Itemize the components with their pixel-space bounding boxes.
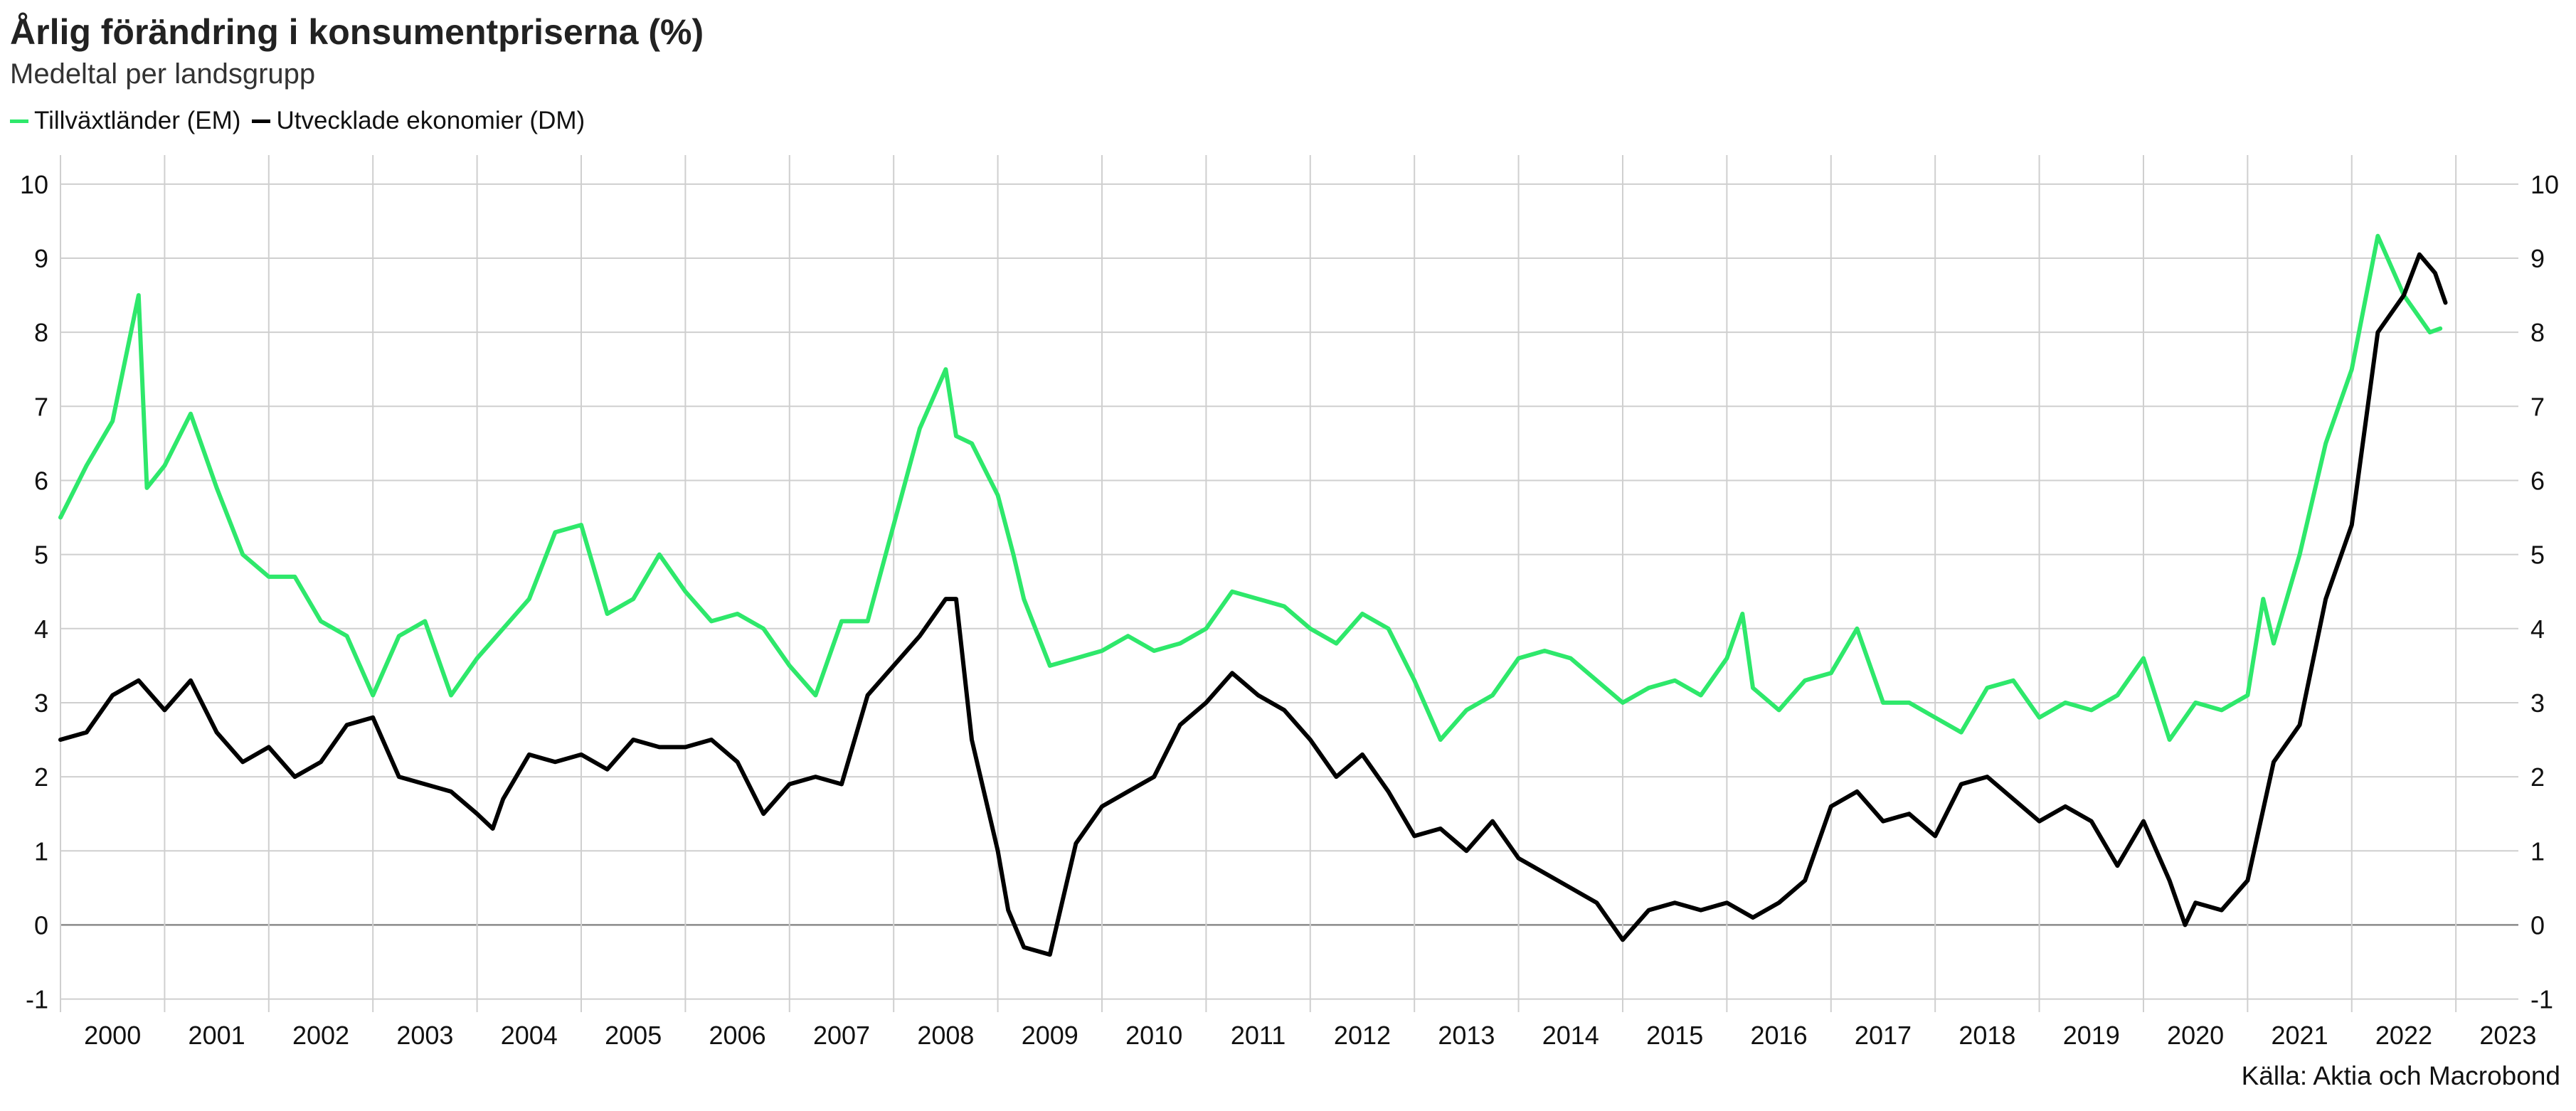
y-tick-label-right: 1	[2530, 836, 2545, 866]
series-line-em	[58, 233, 2443, 742]
y-tick-label-right: 0	[2530, 910, 2545, 940]
y-tick-label-left: 0	[34, 910, 48, 940]
y-tick-label-left: 7	[34, 392, 48, 421]
legend-item-dm: Utvecklade ekonomier (DM)	[252, 107, 585, 135]
y-tick-label-left: 4	[34, 615, 48, 644]
y-tick-label-left: -1	[26, 985, 48, 1014]
y-tick-label-left: 2	[34, 762, 48, 792]
y-tick-label-right: 2	[2530, 762, 2545, 792]
x-tick-label: 2018	[1958, 1021, 2015, 1050]
y-tick-label-right: -1	[2530, 985, 2553, 1014]
y-tick-label-right: 5	[2530, 541, 2545, 570]
y-tick-label-right: 10	[2530, 170, 2559, 199]
x-tick-label: 2017	[1855, 1021, 1912, 1050]
x-tick-label: 2006	[709, 1021, 766, 1050]
x-tick-label: 2020	[2167, 1021, 2224, 1050]
y-tick-label-left: 9	[34, 244, 48, 273]
x-tick-label: 2010	[1125, 1021, 1182, 1050]
x-tick-label: 2008	[917, 1021, 974, 1050]
legend-swatch-dm	[252, 119, 271, 123]
x-tick-label: 2011	[1231, 1021, 1286, 1050]
x-tick-label: 2009	[1022, 1021, 1078, 1050]
chart-title: Årlig förändring i konsumentpriserna (%)	[10, 12, 704, 52]
y-tick-label-right: 3	[2530, 689, 2545, 718]
x-tick-label: 2001	[189, 1021, 245, 1050]
x-tick-label: 2012	[1334, 1021, 1391, 1050]
y-tick-label-right: 6	[2530, 466, 2545, 495]
y-tick-label-right: 7	[2530, 392, 2545, 421]
chart-grid	[60, 155, 2518, 1012]
y-tick-label-left: 8	[34, 318, 48, 347]
x-tick-label: 2005	[605, 1021, 662, 1050]
y-tick-label-left: 5	[34, 541, 48, 570]
x-tick-label: 2015	[1646, 1021, 1703, 1050]
x-tick-label: 2000	[84, 1021, 141, 1050]
y-tick-label-left: 3	[34, 689, 48, 718]
x-tick-label: 2007	[813, 1021, 870, 1050]
x-tick-label: 2004	[501, 1021, 558, 1050]
y-tick-label-right: 8	[2530, 318, 2545, 347]
y-tick-label-left: 10	[20, 170, 48, 199]
x-tick-label: 2022	[2375, 1021, 2432, 1050]
source-note: Källa: Aktia och Macrobond	[2241, 1061, 2560, 1090]
legend-label-em: Tillväxtländer (EM)	[34, 107, 241, 134]
legend: Tillväxtländer (EM) Utvecklade ekonomier…	[10, 107, 596, 135]
x-tick-label: 2014	[1542, 1021, 1599, 1050]
x-tick-label: 2021	[2272, 1021, 2328, 1050]
y-tick-label-right: 9	[2530, 244, 2545, 273]
x-tick-label: 2003	[396, 1021, 453, 1050]
x-tick-label: 2016	[1751, 1021, 1808, 1050]
x-tick-label: 2023	[2479, 1021, 2536, 1050]
x-tick-label: 2019	[2063, 1021, 2120, 1050]
legend-swatch-em	[10, 119, 28, 123]
x-tick-label: 2002	[292, 1021, 349, 1050]
legend-label-dm: Utvecklade ekonomier (DM)	[276, 107, 585, 134]
legend-item-em: Tillväxtländer (EM)	[10, 107, 240, 135]
series-line-dm	[58, 252, 2448, 957]
chart-subtitle: Medeltal per landsgrupp	[10, 58, 316, 90]
y-tick-label-left: 1	[34, 836, 48, 866]
y-tick-label-left: 6	[34, 466, 48, 495]
y-tick-label-right: 4	[2530, 615, 2545, 644]
x-tick-label: 2013	[1438, 1021, 1495, 1050]
chart-series	[58, 233, 2448, 957]
